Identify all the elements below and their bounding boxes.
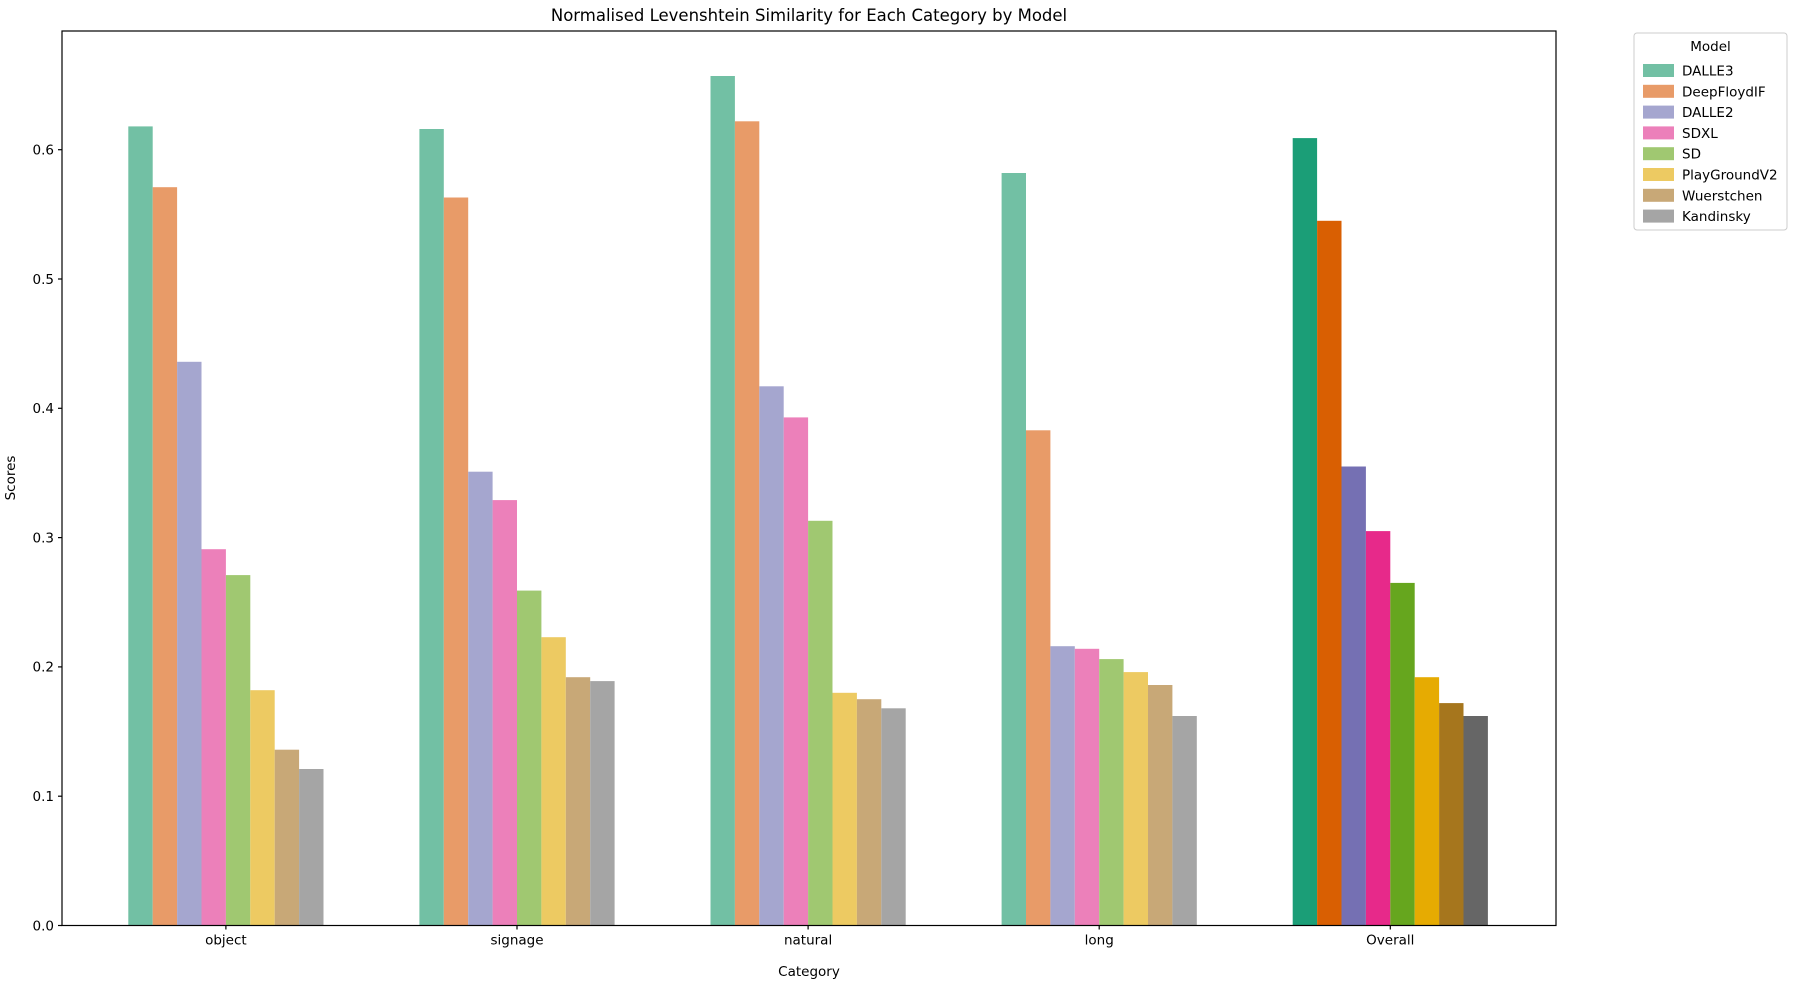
bar-long-PlayGroundV2 [1123,672,1148,926]
legend-label-SD: SD [1682,147,1701,163]
bar-natural-DALLE3 [710,76,735,926]
legend-swatch-DALLE2 [1643,105,1674,119]
legend-swatch-DALLE3 [1643,64,1674,77]
x-tick-label-natural: natural [784,933,832,949]
legend-label-Wuerstchen: Wuerstchen [1682,188,1762,204]
bar-object-DeepFloydIF [152,187,178,926]
x-tick-label-object: object [205,933,247,949]
x-tick-label-Overall: Overall [1366,933,1414,949]
y-tick-label-0.6: 0.6 [33,143,54,159]
y-axis-label: Scores [3,456,19,501]
bar-signage-SD [517,590,542,926]
bar-long-DeepFloydIF [1026,430,1051,926]
legend-label-PlayGroundV2: PlayGroundV2 [1682,168,1778,184]
x-axis-label: Category [778,964,840,980]
bar-signage-SDXL [492,500,517,926]
bar-natural-DeepFloydIF [734,121,760,926]
y-tick-label-0.5: 0.5 [33,272,54,288]
legend-label-DALLE3: DALLE3 [1682,64,1734,80]
bar-natural-PlayGroundV2 [832,692,857,926]
bar-Overall-DALLE2 [1341,466,1366,926]
legend-swatch-DeepFloydIF [1643,84,1674,98]
legend: Model DALLE3 DeepFloydIF DALLE2 SDXL SD PlayGr… [1633,32,1788,231]
bar-long-Kandinsky [1172,716,1197,926]
y-tick-label-0.3: 0.3 [33,530,54,546]
bar-long-SDXL [1074,648,1100,926]
legend-label-SDXL: SDXL [1682,126,1718,142]
bar-signage-Kandinsky [590,681,615,926]
bar-long-DALLE2 [1050,646,1075,926]
bar-object-SD [225,575,251,926]
y-tick-label-0.0: 0.0 [33,918,54,934]
axes-frame [61,30,1557,927]
bar-Overall-Wuerstchen [1439,703,1464,926]
x-tick-label-long: long [1085,933,1114,949]
bar-signage-DALLE2 [468,471,493,926]
bar-Overall-DALLE3 [1292,138,1318,926]
axes-layer: 0.0 0.1 0.2 0.3 0.4 0.5 0.6 object signage natura… [33,30,1557,949]
bar-natural-Kandinsky [881,708,906,926]
bar-natural-SD [808,520,833,926]
bar-long-DALLE3 [1001,173,1026,926]
bar-signage-PlayGroundV2 [541,637,566,926]
bar-Overall-DeepFloydIF [1317,220,1342,926]
chart-title: Normalised Levenshtein Similarity for Ea… [551,6,1067,25]
bar-Overall-SDXL [1365,531,1391,926]
legend-swatch-Kandinsky [1643,209,1674,223]
bar-Overall-Kandinsky [1463,716,1488,926]
legend-title: Model [1690,39,1731,55]
bar-object-SDXL [201,549,226,926]
bar-object-Wuerstchen [274,749,300,926]
bar-natural-DALLE2 [759,386,784,926]
legend-label-Kandinsky: Kandinsky [1682,209,1751,225]
bar-long-Wuerstchen [1148,685,1173,926]
legend-swatch-SDXL [1643,126,1674,140]
y-tick-label-0.4: 0.4 [33,401,54,417]
bar-object-PlayGroundV2 [250,690,275,926]
bar-signage-DeepFloydIF [443,197,469,926]
y-tick-label-0.2: 0.2 [33,660,54,676]
bar-Overall-SD [1390,582,1415,926]
bar-long-SD [1099,659,1124,926]
bar-natural-Wuerstchen [856,699,882,926]
legend-label-DALLE2: DALLE2 [1682,105,1734,121]
bar-Overall-PlayGroundV2 [1414,677,1440,926]
bar-natural-SDXL [783,417,809,926]
bar-object-DALLE2 [177,361,202,926]
legend-swatch-SD [1643,147,1674,161]
bar-object-Kandinsky [299,769,324,926]
bars-layer [128,76,1488,926]
bar-signage-Wuerstchen [565,677,591,926]
legend-swatch-PlayGroundV2 [1643,168,1674,181]
x-tick-label-signage: signage [490,933,543,949]
bar-signage-DALLE3 [419,129,444,926]
bar-object-DALLE3 [128,126,153,926]
legend-swatch-Wuerstchen [1643,188,1674,202]
legend-label-DeepFloydIF: DeepFloydIF [1682,84,1766,100]
y-tick-label-0.1: 0.1 [33,789,54,805]
